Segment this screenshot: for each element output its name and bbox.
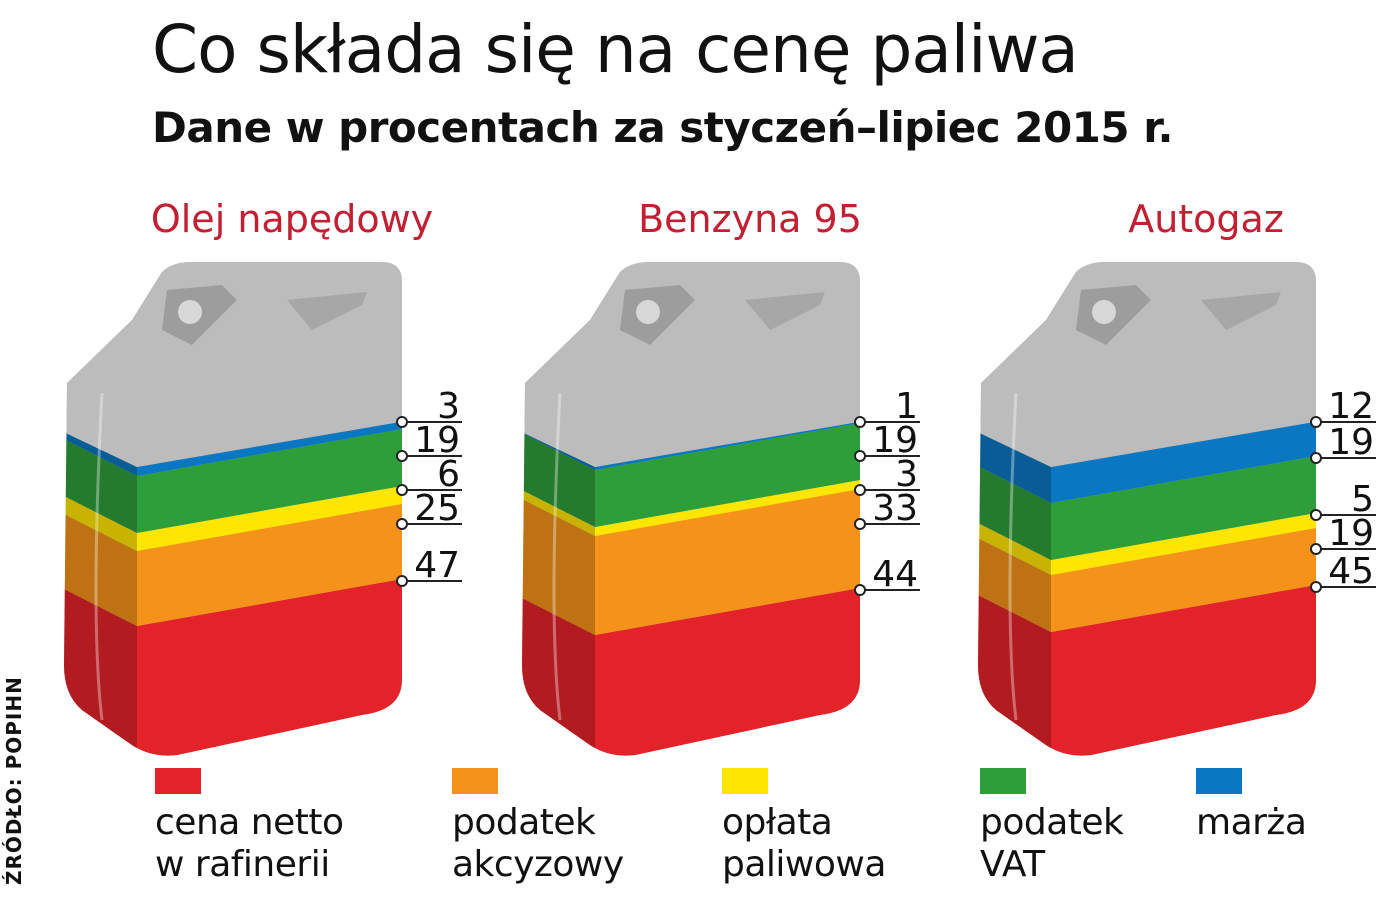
value-label: 1 [895,386,918,427]
leader-dot [1310,509,1322,521]
legend-label: marża [1196,802,1307,843]
legend-item-cena_netto: cena netto w rafinerii [155,768,344,886]
legend-item-akcyza: podatek akcyzowy [452,768,624,886]
legend-swatch [452,768,498,794]
can-seam [1008,392,1018,721]
band-side-oplata [522,489,595,536]
value-label: 12 [1328,386,1374,427]
band-akcyza [1051,528,1316,632]
can-emboss [1201,292,1281,330]
leader-dot [1310,543,1322,555]
band-marza [137,420,402,476]
leader-dot [1310,452,1322,464]
value-label: 5 [1351,479,1374,520]
legend-item-vat: podatek VAT [980,768,1124,886]
leader-dot [1310,581,1322,593]
legend-item-marza: marża [1196,768,1307,844]
legend-swatch [980,768,1026,794]
legend-swatch [1196,768,1242,794]
can-handle-hole [178,300,202,324]
band-oplata [595,480,860,536]
leader-dot [854,584,866,596]
value-label: 3 [895,454,918,495]
can-handle-hole [636,300,660,324]
can-seam [94,392,104,721]
legend-label: cena netto w rafinerii [155,802,344,885]
band-akcyza [595,489,860,635]
band-vat [1051,456,1316,560]
legend-label: podatek akcyzowy [452,802,624,885]
value-label: 19 [414,420,460,461]
can-title: Olej napędowy [151,197,433,241]
value-label: 25 [414,488,460,529]
leader-dot [854,518,866,530]
band-side-vat [522,432,595,527]
band-side-akcyza [64,513,137,626]
value-label: 45 [1328,551,1374,592]
leader-dot [396,518,408,530]
can-handle-hole [1092,300,1116,324]
value-label: 3 [437,386,460,427]
band-side-oplata [978,522,1051,575]
band-side-akcyza [978,537,1051,632]
band-side-marza [64,429,137,476]
can-title: Autogaz [1128,197,1284,241]
band-vat [595,423,860,527]
can-emboss [745,292,825,330]
leader-dot [396,450,408,462]
can-emboss [287,292,367,330]
band-vat [137,429,402,533]
band-marza [1051,420,1316,503]
can-title: Benzyna 95 [638,197,862,241]
band-side-akcyza [522,498,595,635]
band-akcyza [137,504,402,626]
band-side-vat [978,465,1051,560]
band-side-oplata [64,495,137,551]
band-bottom-side [64,710,137,756]
legend-label: opłata paliwowa [722,802,886,885]
leader-dot [854,416,866,428]
value-label: 19 [1328,422,1374,463]
chart-subtitle: Dane w procentach za styczeń–lipiec 2015… [152,103,1173,152]
leader-dot [396,416,408,428]
legend-label: podatek VAT [980,802,1124,885]
chart-title: Co składa się na cenę paliwa [152,11,1079,88]
value-label: 47 [414,545,460,586]
legend-swatch [722,768,768,794]
value-label: 19 [1328,513,1374,554]
value-label: 19 [872,420,918,461]
leader-dot [854,484,866,496]
leader-dot [1310,416,1322,428]
can-seam [552,392,562,721]
band-oplata [137,486,402,551]
band-side-vat [64,438,137,533]
leader-dot [854,450,866,462]
value-label: 33 [872,488,918,529]
legend-item-oplata: opłata paliwowa [722,768,886,886]
band-side-marza [978,429,1051,503]
leader-dot [396,484,408,496]
band-oplata [1051,513,1316,575]
legend-swatch [155,768,201,794]
value-label: 44 [872,554,918,595]
leader-dot [396,575,408,587]
value-label: 6 [437,454,460,495]
